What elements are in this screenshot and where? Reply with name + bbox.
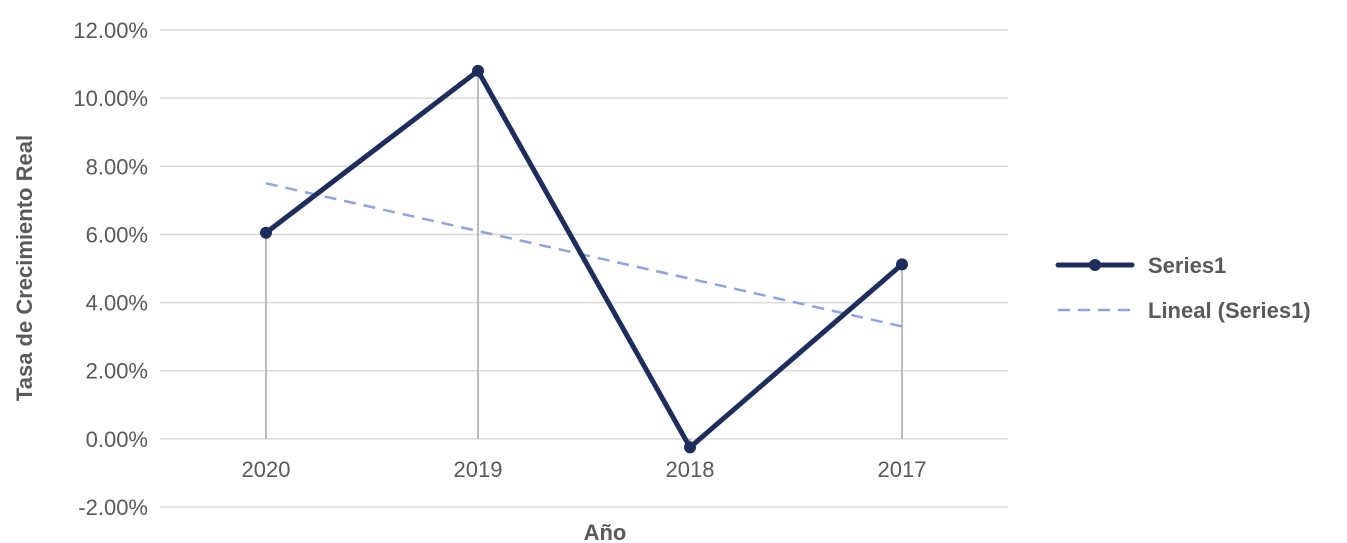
- data-point: [260, 226, 272, 239]
- data-point: [684, 441, 696, 454]
- data-point: [472, 64, 484, 77]
- y-tick-label: 10.00%: [73, 86, 148, 111]
- legend: Series1 Lineal (Series1): [1055, 253, 1311, 323]
- y-axis-tick-labels: -2.00% 0.00% 2.00% 4.00% 6.00% 8.00% 10.00% 12.…: [73, 18, 148, 520]
- x-axis-tick-labels: 2020 2019 2018 2017: [242, 457, 927, 482]
- gridlines: [160, 29, 1008, 508]
- y-tick-label: 12.00%: [73, 18, 148, 43]
- y-tick-label: 8.00%: [86, 154, 148, 179]
- series-line: [263, 68, 905, 450]
- x-tick-label: 2017: [878, 457, 927, 482]
- x-tick-label: 2018: [666, 457, 715, 482]
- data-point: [896, 258, 908, 271]
- y-tick-label: 2.00%: [86, 359, 148, 384]
- x-tick-label: 2019: [454, 457, 503, 482]
- y-tick-label: 4.00%: [86, 291, 148, 316]
- y-axis-title: Tasa de Crecimiento Real: [12, 135, 37, 401]
- y-tick-label: -2.00%: [78, 495, 148, 520]
- legend-marker: [1089, 259, 1101, 271]
- series-layer: [260, 64, 908, 454]
- y-tick-label: 6.00%: [86, 222, 148, 247]
- legend-label: Series1: [1148, 253, 1226, 278]
- x-tick-label: 2020: [242, 457, 291, 482]
- y-tick-label: 0.00%: [86, 427, 148, 452]
- x-axis-title: Año: [584, 520, 627, 543]
- legend-label: Lineal (Series1): [1148, 298, 1311, 323]
